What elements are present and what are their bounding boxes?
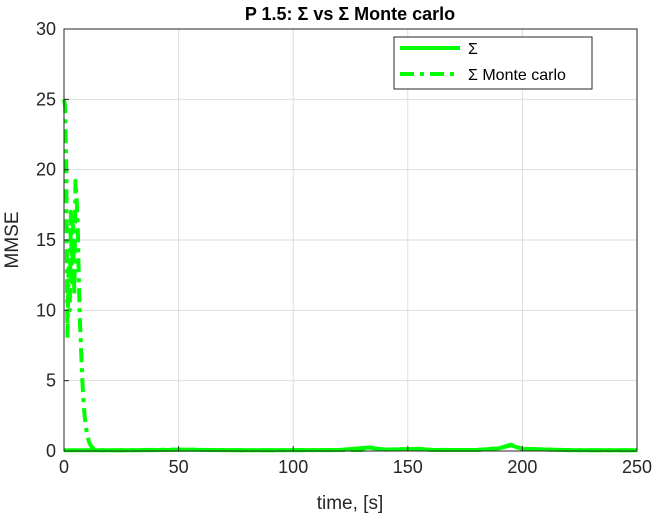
x-tick-label: 250: [622, 457, 652, 477]
y-axis-label: MMSE: [2, 212, 23, 269]
y-tick-label: 25: [36, 89, 56, 109]
y-tick-label: 30: [36, 19, 56, 39]
y-tick-label: 20: [36, 160, 56, 180]
legend-box: [393, 36, 593, 90]
x-tick-label: 50: [169, 457, 189, 477]
x-tick-label: 0: [59, 457, 69, 477]
ticks-group: 0 50 100 150 200 250 0 5 10 15 20 25 30: [36, 19, 652, 477]
chart-title: P 1.5: Σ vs Σ Monte carlo: [245, 4, 455, 24]
series-group: [62, 99, 638, 453]
y-tick-label: 5: [46, 371, 56, 391]
legend-label-sigma: Σ: [468, 41, 478, 58]
x-axis-label: time, [s]: [317, 493, 384, 514]
series-line-sigma-monte-carlo: [62, 99, 638, 453]
legend: Σ Σ Monte carlo: [393, 36, 593, 90]
x-tick-label: 100: [278, 457, 308, 477]
grid-lines: [64, 29, 637, 451]
x-tick-label: 200: [507, 457, 537, 477]
y-tick-label: 15: [36, 230, 56, 250]
legend-label-sigma-monte-carlo: Σ Monte carlo: [468, 67, 566, 84]
x-tick-label: 150: [393, 457, 423, 477]
y-tick-label: 0: [46, 441, 56, 461]
y-tick-label: 10: [36, 300, 56, 320]
